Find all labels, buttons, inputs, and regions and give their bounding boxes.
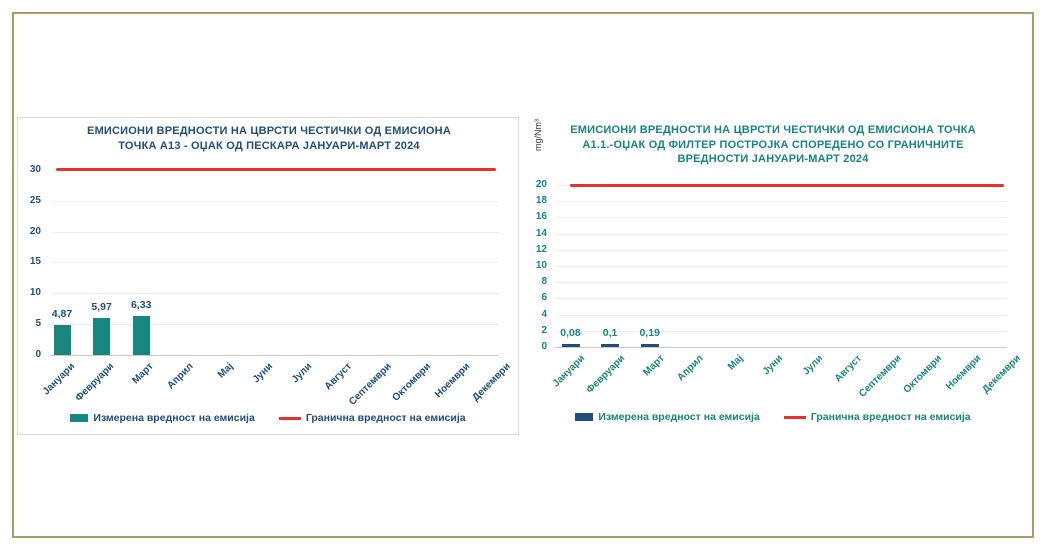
- x-axis-label: Мај: [215, 361, 236, 381]
- x-axis-line: [555, 347, 1007, 348]
- chart-title: ЕМИСИОНИ ВРЕДНОСТИ НА ЦВРСТИ ЧЕСТИЧКИ ОД…: [87, 125, 451, 152]
- legend: Измерена вредност на емисија Гранична вре…: [527, 411, 1019, 423]
- y-axis-tick-label: 5: [35, 318, 41, 330]
- limit-line: [56, 168, 496, 172]
- y-axis-tick-label: 6: [541, 292, 547, 304]
- chart-title: ЕМИСИОНИ ВРЕДНОСТИ НА ЦВРСТИ ЧЕСТИЧКИ ОД…: [570, 124, 976, 165]
- bar: [53, 325, 71, 355]
- x-axis-label: Јануари: [550, 353, 588, 390]
- legend-label-measured: Измерена вредност на емисија: [598, 411, 760, 423]
- gridline: [555, 233, 1007, 235]
- legend-swatch-measured: [70, 414, 89, 422]
- y-axis-tick-label: 18: [535, 195, 547, 207]
- bar: [601, 344, 620, 347]
- y-axis-tick-label: 16: [535, 211, 547, 223]
- x-axis-label: Ноември: [433, 361, 473, 401]
- x-axis-label: Април: [165, 361, 196, 392]
- gridline: [555, 266, 1007, 267]
- x-axis-label: Јули: [289, 361, 315, 386]
- legend-label-limit: Гранична вредност на емисија: [810, 411, 971, 423]
- bar-value-label: 0,19: [639, 327, 660, 339]
- x-axis-label: Април: [675, 353, 707, 384]
- x-axis-label: Август: [322, 361, 354, 393]
- y-axis-tick-label: 8: [541, 276, 547, 288]
- y-axis-tick-label: 0: [35, 349, 41, 360]
- gridline: [51, 231, 498, 233]
- y-axis-tick-label: 10: [29, 287, 41, 299]
- y-axis-tick-label: 14: [535, 227, 547, 239]
- y-axis-tick-label: 30: [29, 163, 41, 175]
- y-axis-tick-label: 2: [541, 324, 547, 336]
- x-axis-label: Септември: [857, 353, 905, 400]
- gridline: [555, 282, 1007, 284]
- legend-item-limit: Гранична вредност на емисија: [278, 412, 466, 424]
- bar: [132, 316, 150, 355]
- legend-label-limit: Гранична вредност на емисија: [305, 412, 466, 424]
- y-axis-unit-label: mg/Nm³: [533, 119, 543, 151]
- x-axis-label: Март: [130, 361, 156, 387]
- x-axis-label: Октомври: [390, 361, 434, 404]
- x-axis-label: Март: [641, 353, 667, 379]
- x-axis-label: Август: [833, 353, 865, 385]
- x-axis-label: Јули: [800, 353, 825, 378]
- gridline: [555, 201, 1007, 203]
- bar: [640, 344, 659, 347]
- y-axis-tick-label: 12: [535, 243, 547, 255]
- x-axis-label: Јуни: [761, 353, 786, 378]
- legend-line-swatch-limit: [783, 415, 806, 419]
- x-axis-label: Мај: [726, 353, 746, 373]
- legend: Измерена вредност на емисија Гранична вре…: [18, 412, 518, 424]
- bar: [561, 344, 580, 347]
- y-axis-tick-label: 4: [541, 308, 547, 320]
- gridline: [555, 217, 1007, 219]
- gridline: [51, 200, 498, 202]
- legend-item-measured: Измерена вредност на емисија: [575, 411, 760, 423]
- bar: [93, 318, 111, 355]
- bar-value-label: 0,1: [602, 327, 618, 339]
- bar-value-label: 0,08: [560, 327, 581, 339]
- gridline: [555, 298, 1007, 300]
- legend-item-measured: Измерена вредност на емисија: [70, 412, 255, 424]
- x-axis-label: Февруари: [73, 361, 117, 404]
- chart-emissions-a13-peskara: ЕМИСИОНИ ВРЕДНОСТИ НА ЦВРСТИ ЧЕСТИЧКИ ОД…: [17, 117, 519, 435]
- y-axis-tick-label: 15: [29, 256, 41, 268]
- y-axis-tick-label: 25: [29, 194, 41, 206]
- legend-item-limit: Гранична вредност на емисија: [783, 411, 971, 423]
- x-axis-label: Јуни: [250, 361, 275, 386]
- chart-emissions-a11-filter-postrojka: ЕМИСИОНИ ВРЕДНОСТИ НА ЦВРСТИ ЧЕСТИЧКИ ОД…: [527, 105, 1023, 440]
- y-axis-tick-label: 20: [29, 225, 41, 237]
- limit-line: [570, 183, 1004, 187]
- legend-label-measured: Измерена вредност на емисија: [93, 412, 255, 424]
- x-axis-label: Февруари: [584, 353, 627, 396]
- bar-value-label: 6,33: [130, 299, 152, 311]
- gridline: [555, 330, 1007, 332]
- bar-value-label: 5,97: [91, 301, 112, 313]
- x-axis-label: Ноември: [943, 353, 984, 393]
- gridline: [555, 314, 1007, 316]
- gridline: [51, 262, 498, 264]
- x-axis-label: Декември: [469, 361, 513, 404]
- bar-value-label: 4,87: [51, 308, 73, 320]
- x-axis-label: Декември: [980, 353, 1023, 396]
- gridline: [51, 293, 498, 295]
- legend-swatch-measured: [575, 413, 594, 421]
- gridline: [51, 324, 498, 326]
- y-axis-tick-label: 10: [535, 260, 547, 271]
- gridline: [555, 249, 1007, 251]
- legend-line-swatch-limit: [278, 416, 301, 420]
- y-axis-tick-label: 0: [541, 341, 547, 352]
- x-axis-line: [51, 355, 498, 356]
- x-axis-label: Октомври: [901, 353, 944, 396]
- x-axis-label: Јануари: [40, 361, 77, 398]
- y-axis-tick-label: 20: [535, 179, 547, 190]
